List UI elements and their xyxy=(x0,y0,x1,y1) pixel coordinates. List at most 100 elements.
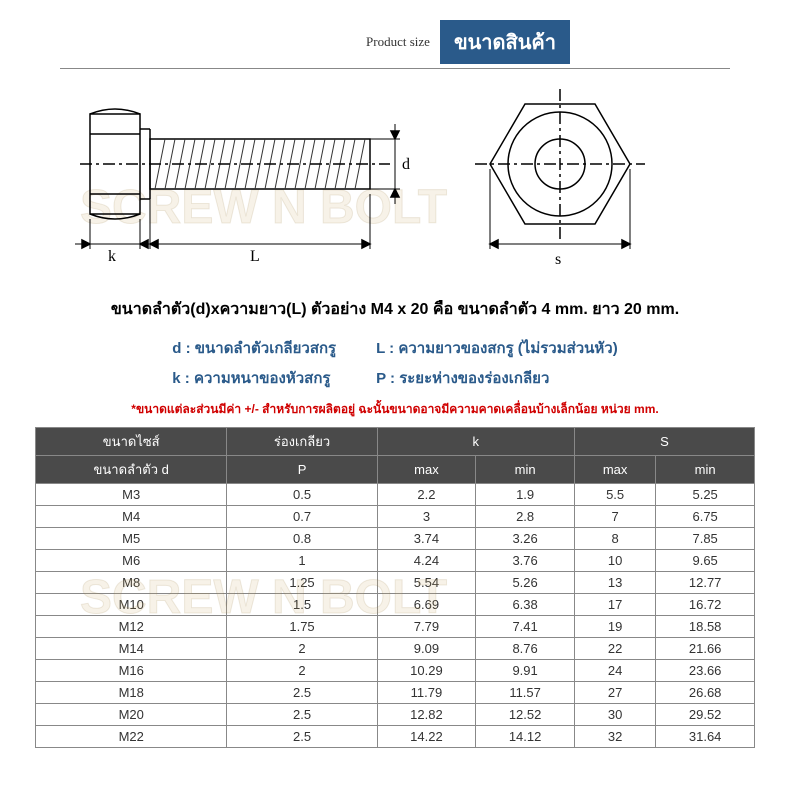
table-row: M222.514.2214.123231.64 xyxy=(36,726,755,748)
table-cell: 29.52 xyxy=(656,704,755,726)
table-cell: 5.25 xyxy=(656,484,755,506)
table-header-row-2: ขนาดลำตัว d P max min max min xyxy=(36,456,755,484)
table-cell: 2.5 xyxy=(227,682,377,704)
table-cell: 6.75 xyxy=(656,506,755,528)
product-size-en: Product size xyxy=(366,34,430,50)
th-d: ขนาดลำตัว d xyxy=(36,456,227,484)
th-size: ขนาดไซส์ xyxy=(36,428,227,456)
th-pitch: ร่องเกลียว xyxy=(227,428,377,456)
table-cell: 0.5 xyxy=(227,484,377,506)
th-k-min: min xyxy=(476,456,575,484)
size-table: ขนาดไซส์ ร่องเกลียว k S ขนาดลำตัว d P ma… xyxy=(0,427,790,748)
table-cell: M8 xyxy=(36,572,227,594)
table-header-row-1: ขนาดไซส์ ร่องเกลียว k S xyxy=(36,428,755,456)
table-cell: 1 xyxy=(227,550,377,572)
table-cell: 26.68 xyxy=(656,682,755,704)
table-cell: M5 xyxy=(36,528,227,550)
table-row: M30.52.21.95.55.25 xyxy=(36,484,755,506)
table-cell: 18.58 xyxy=(656,616,755,638)
table-cell: 14.12 xyxy=(476,726,575,748)
table-row: M121.757.797.411918.58 xyxy=(36,616,755,638)
table-cell: 12.52 xyxy=(476,704,575,726)
bolt-diagram: d k L s xyxy=(0,79,790,279)
th-P: P xyxy=(227,456,377,484)
table-row: M101.56.696.381716.72 xyxy=(36,594,755,616)
table-cell: 1.25 xyxy=(227,572,377,594)
table-cell: 10.29 xyxy=(377,660,476,682)
table-cell: 3.76 xyxy=(476,550,575,572)
th-s-max: max xyxy=(574,456,655,484)
table-cell: 24 xyxy=(574,660,655,682)
table-row: M202.512.8212.523029.52 xyxy=(36,704,755,726)
table-cell: 22 xyxy=(574,638,655,660)
th-k: k xyxy=(377,428,574,456)
table-cell: 21.66 xyxy=(656,638,755,660)
table-cell: 1.5 xyxy=(227,594,377,616)
table-cell: M4 xyxy=(36,506,227,528)
table-cell: 7.79 xyxy=(377,616,476,638)
table-row: M50.83.743.2687.85 xyxy=(36,528,755,550)
table-cell: 9.09 xyxy=(377,638,476,660)
table-cell: 7.85 xyxy=(656,528,755,550)
table-cell: 5.54 xyxy=(377,572,476,594)
table-cell: M14 xyxy=(36,638,227,660)
table-cell: 17 xyxy=(574,594,655,616)
table-cell: 31.64 xyxy=(656,726,755,748)
table-cell: 1.9 xyxy=(476,484,575,506)
table-row: M16210.299.912423.66 xyxy=(36,660,755,682)
dim-d-label: d xyxy=(402,156,410,173)
table-row: M182.511.7911.572726.68 xyxy=(36,682,755,704)
dim-k-label: k xyxy=(108,248,116,265)
table-cell: 8.76 xyxy=(476,638,575,660)
table-cell: 13 xyxy=(574,572,655,594)
table-cell: 12.82 xyxy=(377,704,476,726)
th-k-max: max xyxy=(377,456,476,484)
table-cell: 0.7 xyxy=(227,506,377,528)
description-line: ขนาดลำตัว(d)xความยาว(L) ตัวอย่าง M4 x 20… xyxy=(0,297,790,322)
table-cell: M10 xyxy=(36,594,227,616)
table-cell: 6.69 xyxy=(377,594,476,616)
table-cell: 2 xyxy=(227,660,377,682)
table-cell: 10 xyxy=(574,550,655,572)
table-cell: 12.77 xyxy=(656,572,755,594)
dimension-legend: d : ขนาดลำตัวเกลียวสกรู k : ความหนาของหั… xyxy=(0,336,790,390)
header: Product size ขนาดสินค้า xyxy=(60,0,730,69)
table-cell: 7.41 xyxy=(476,616,575,638)
table-cell: 11.79 xyxy=(377,682,476,704)
table-cell: 7 xyxy=(574,506,655,528)
table-cell: 27 xyxy=(574,682,655,704)
dim-s-label: s xyxy=(555,251,561,268)
table-cell: 2.5 xyxy=(227,704,377,726)
table-cell: 1.75 xyxy=(227,616,377,638)
dim-L-label: L xyxy=(250,248,260,265)
table-cell: 3.74 xyxy=(377,528,476,550)
table-cell: M3 xyxy=(36,484,227,506)
table-cell: 8 xyxy=(574,528,655,550)
th-S: S xyxy=(574,428,754,456)
product-size-th-badge: ขนาดสินค้า xyxy=(440,20,570,64)
table-cell: 14.22 xyxy=(377,726,476,748)
table-cell: M18 xyxy=(36,682,227,704)
table-row: M614.243.76109.65 xyxy=(36,550,755,572)
table-cell: M22 xyxy=(36,726,227,748)
table-cell: 2.8 xyxy=(476,506,575,528)
table-cell: 11.57 xyxy=(476,682,575,704)
table-cell: 3 xyxy=(377,506,476,528)
table-cell: 30 xyxy=(574,704,655,726)
table-cell: 32 xyxy=(574,726,655,748)
disclaimer: *ขนาดแต่ละส่วนมีค่า +/- สำหรับการผลิตอยู… xyxy=(0,400,790,419)
table-cell: 2 xyxy=(227,638,377,660)
table-cell: M12 xyxy=(36,616,227,638)
table-cell: 9.65 xyxy=(656,550,755,572)
table-cell: 2.2 xyxy=(377,484,476,506)
table-row: M1429.098.762221.66 xyxy=(36,638,755,660)
table-cell: M20 xyxy=(36,704,227,726)
legend-L: L : ความยาวของสกรู (ไม่รวมส่วนหัว) xyxy=(376,336,618,360)
table-cell: 4.24 xyxy=(377,550,476,572)
legend-P: P : ระยะห่างของร่องเกลียว xyxy=(376,366,618,390)
th-s-min: min xyxy=(656,456,755,484)
table-cell: 23.66 xyxy=(656,660,755,682)
table-cell: 9.91 xyxy=(476,660,575,682)
table-row: M81.255.545.261312.77 xyxy=(36,572,755,594)
table-cell: 2.5 xyxy=(227,726,377,748)
